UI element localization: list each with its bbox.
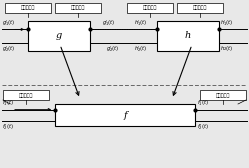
Text: $f_1'(t)$: $f_1'(t)$ bbox=[2, 98, 14, 108]
Text: $f_1'(t)$: $f_1'(t)$ bbox=[197, 98, 209, 108]
Text: $g_2'(t)$: $g_2'(t)$ bbox=[2, 44, 15, 54]
Bar bbox=[3, 90, 49, 100]
Text: $h_2'(t)$: $h_2'(t)$ bbox=[134, 44, 147, 54]
Text: 输出参考面: 输出参考面 bbox=[193, 6, 207, 10]
Text: 输出参考面: 输出参考面 bbox=[71, 6, 85, 10]
Text: 输入参考面: 输入参考面 bbox=[21, 6, 35, 10]
Text: 输入参考面: 输入参考面 bbox=[143, 6, 157, 10]
Text: $g_1'(t)$: $g_1'(t)$ bbox=[2, 18, 15, 28]
Bar bbox=[28, 21, 90, 51]
Text: $h_1'(t)$: $h_1'(t)$ bbox=[220, 18, 233, 28]
Bar bbox=[177, 3, 223, 13]
Text: $h_2(t)$: $h_2(t)$ bbox=[220, 44, 233, 53]
Text: $f_2'(t)$: $f_2'(t)$ bbox=[197, 122, 209, 132]
Bar bbox=[55, 3, 101, 13]
Bar bbox=[127, 3, 173, 13]
Bar bbox=[200, 90, 246, 100]
Text: 输入参考面: 输入参考面 bbox=[19, 93, 33, 97]
Text: f: f bbox=[123, 111, 127, 119]
Text: g: g bbox=[56, 32, 62, 40]
Text: $h_1'(t)$: $h_1'(t)$ bbox=[134, 18, 147, 28]
Text: $f_2'(t)$: $f_2'(t)$ bbox=[2, 122, 14, 132]
Bar bbox=[55, 104, 195, 126]
Text: 输出参考面: 输出参考面 bbox=[216, 93, 230, 97]
Text: h: h bbox=[185, 32, 191, 40]
Bar bbox=[5, 3, 51, 13]
Bar bbox=[157, 21, 219, 51]
Text: $g_1'(t)$: $g_1'(t)$ bbox=[102, 18, 115, 28]
Text: $g_2'(t)$: $g_2'(t)$ bbox=[106, 44, 119, 54]
